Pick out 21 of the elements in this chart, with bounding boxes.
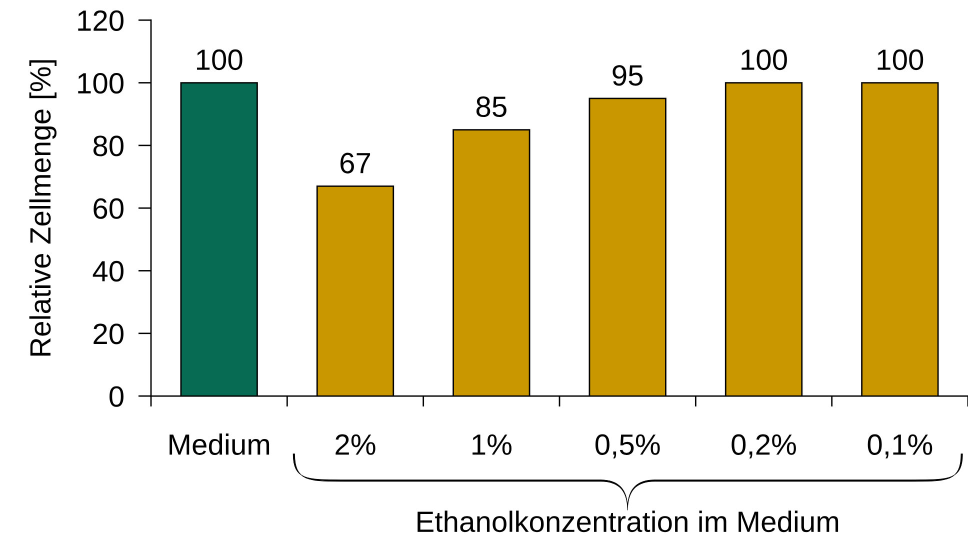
- x-tick-label: 0,1%: [868, 434, 932, 458]
- data-label: 85: [476, 96, 506, 118]
- data-label: 67: [340, 152, 370, 174]
- y-tick-label: 40: [92, 260, 124, 282]
- data-label: 100: [196, 49, 242, 70]
- y-axis-title: Relative Zellmenge [%]: [29, 60, 57, 356]
- data-label: 95: [612, 65, 643, 86]
- x-tick-label: Medium: [170, 434, 270, 455]
- data-label: 100: [742, 49, 787, 70]
- y-tick-label: 20: [94, 324, 124, 344]
- y-tick-label: 80: [93, 136, 124, 156]
- y-tick-label: 60: [94, 198, 124, 219]
- x-tick-label: 0,5%: [595, 434, 660, 458]
- data-label: 100: [878, 49, 924, 70]
- x-tick-label: 0,2%: [732, 434, 796, 458]
- y-tick-label: 0: [110, 386, 124, 407]
- y-tick-label: 100: [78, 72, 124, 94]
- y-tick-label: 120: [78, 10, 124, 31]
- x-axis-title: Ethanolkonzentration im Medium: [418, 510, 838, 532]
- x-tick-label: 2%: [336, 434, 376, 455]
- x-tick-label: 1%: [472, 434, 512, 455]
